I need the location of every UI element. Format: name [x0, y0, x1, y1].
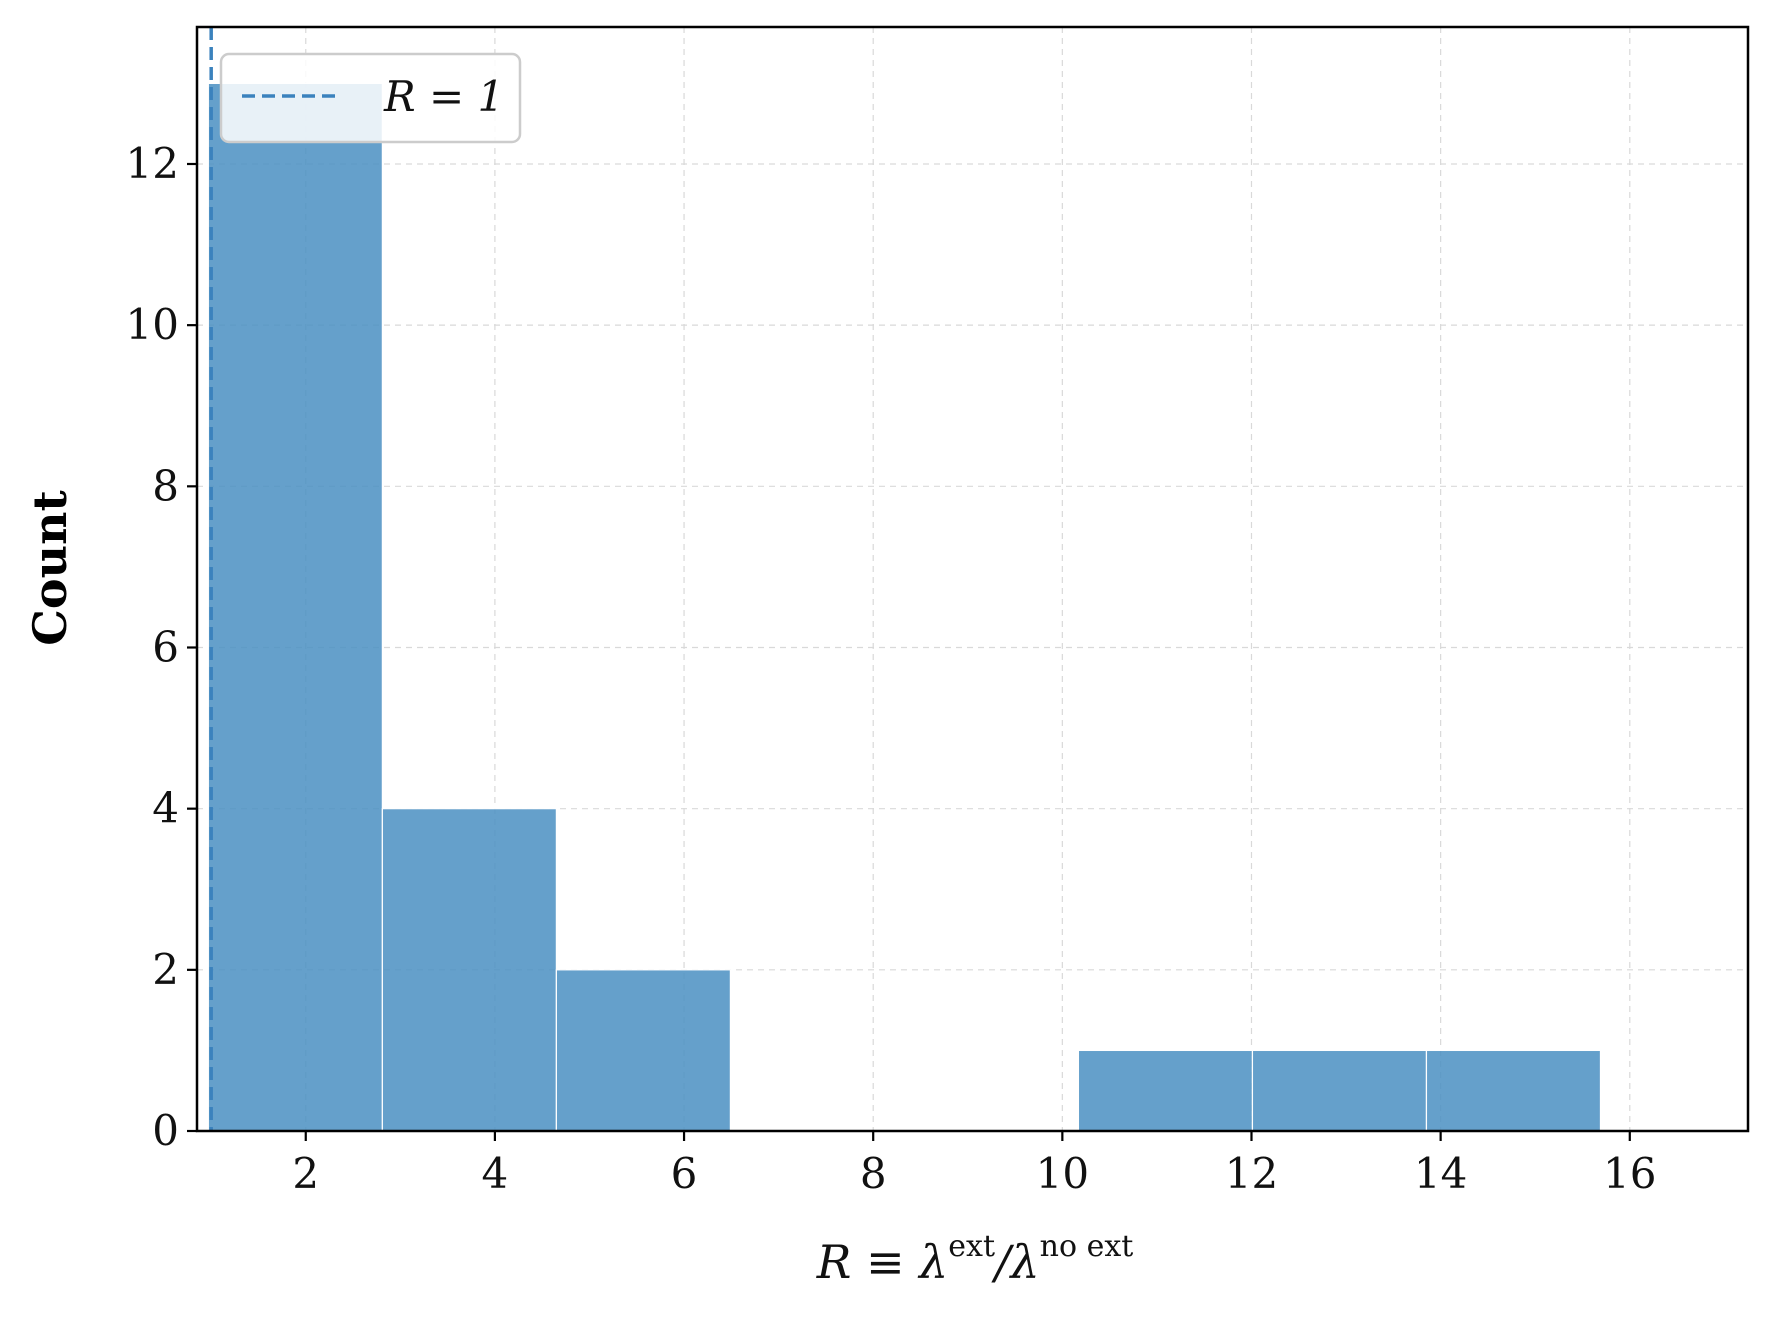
x-tick-label: 16 [1603, 1149, 1656, 1198]
legend: R = 1 [219, 52, 522, 144]
x-tick-label: 10 [1036, 1149, 1089, 1198]
x-tick-label: 14 [1414, 1149, 1467, 1198]
y-tick-label: 8 [152, 461, 179, 510]
histogram-bar [207, 82, 383, 1132]
y-tick-label: 10 [126, 300, 179, 349]
histogram-bar [1077, 1049, 1254, 1132]
histogram-bar [1425, 1049, 1602, 1132]
histogram-bar [555, 969, 731, 1132]
y-axis-title: Count [23, 490, 77, 646]
x-axis-title-sup-ext: ext [948, 1229, 995, 1264]
x-axis-title-main: R ≡ λ [816, 1235, 949, 1289]
histogram-bar [1251, 1049, 1428, 1132]
x-tick-label: 12 [1225, 1149, 1278, 1198]
grid-lines [197, 27, 1748, 1132]
y-tick-label: 4 [152, 784, 179, 833]
x-tick-label: 4 [482, 1149, 509, 1198]
histogram-bar [381, 808, 557, 1132]
y-tick-label: 12 [126, 139, 179, 188]
x-tick-label: 2 [292, 1149, 319, 1198]
x-axis-ticks: 2 4 6 8 10 12 14 16 [292, 1131, 1657, 1198]
legend-label: R = 1 [383, 72, 504, 121]
x-tick-label: 6 [671, 1149, 698, 1198]
x-axis-title: R ≡ λext/λno ext [816, 1229, 1134, 1289]
legend-box [219, 52, 522, 144]
x-tick-label: 8 [860, 1149, 887, 1198]
x-axis-title-mid: /λ [991, 1235, 1040, 1289]
plot-frame [195, 25, 1750, 1133]
y-tick-label: 0 [152, 1106, 179, 1155]
y-tick-label: 6 [152, 622, 179, 671]
histogram-bars [207, 82, 1602, 1132]
x-axis-title-sup-noext: no ext [1040, 1229, 1134, 1264]
y-tick-label: 2 [152, 945, 179, 994]
y-axis-ticks: 0 2 4 6 8 10 12 [126, 139, 197, 1155]
